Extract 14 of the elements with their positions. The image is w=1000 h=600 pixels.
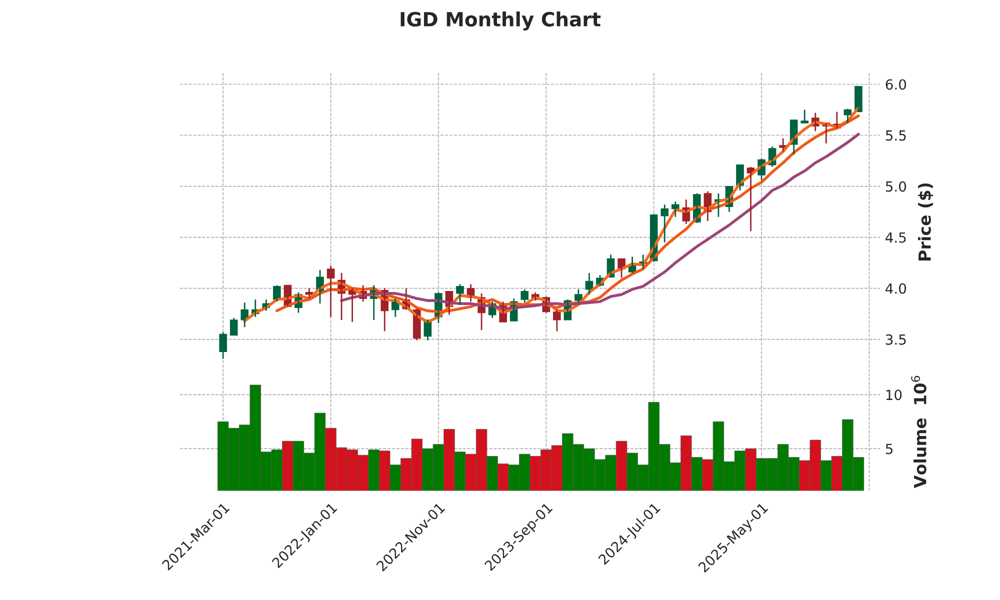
y-tick-label: 5: [886, 444, 892, 454]
candlestick: [456, 284, 464, 306]
candlestick: [800, 109, 809, 124]
y-tick-label: 6.0: [886, 79, 906, 90]
y-tick-label: 5.0: [886, 181, 906, 192]
y-tick-label: 5.5: [886, 130, 906, 141]
y-tick-label: 4.5: [886, 232, 906, 243]
y-tick-label: 3.5: [886, 334, 906, 345]
y-axis-title: Volume 10$^{6}$: [911, 376, 926, 488]
y-axis-title: Price ($): [918, 183, 934, 260]
y-tick-label: 4.0: [886, 283, 906, 294]
candlestick: [854, 86, 862, 112]
y-tick-label: 10: [886, 390, 902, 400]
chart-title: IGD Monthly Chart: [400, 12, 601, 30]
